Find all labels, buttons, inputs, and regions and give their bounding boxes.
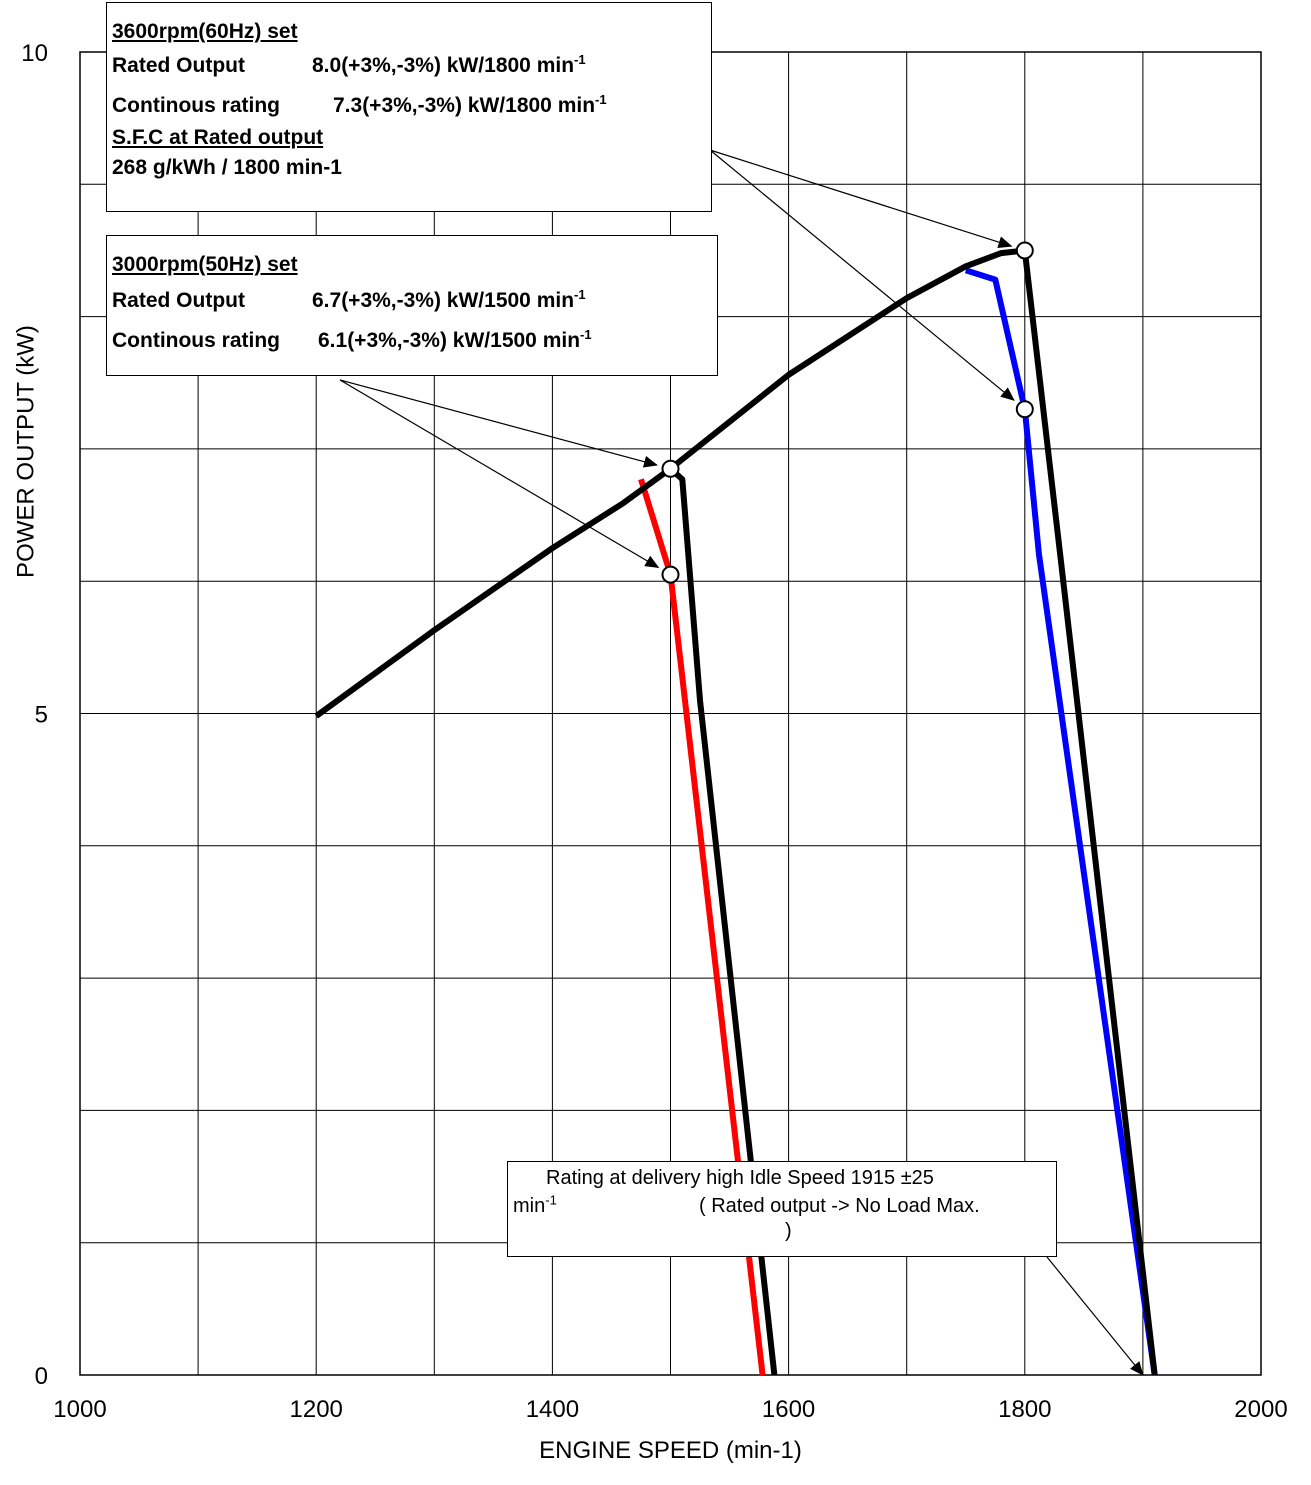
x-tick-label: 1200	[290, 1396, 343, 1423]
annotation-high-idle-line-1: Rating at delivery high Idle Speed 1915 …	[546, 1167, 934, 1189]
x-tick-label: 1800	[998, 1396, 1051, 1423]
annotation-50hz-title: 3000rpm(50Hz) set	[112, 253, 298, 276]
annotation-60hz-rated-output: Rated Output 8.0(+3%,-3%) kW/1800 min-1	[112, 53, 711, 79]
value: 6.1(+3%,-3%) kW/1500 min	[318, 329, 581, 352]
unit: min	[513, 1195, 546, 1217]
annotation-arrow	[709, 149, 1013, 248]
superscript: -1	[545, 1192, 557, 1208]
rated-point-marker	[1015, 400, 1034, 419]
annotation-50hz-rated-output: Rated Output 6.7(+3%,-3%) kW/1500 min-1	[112, 288, 717, 314]
annotation-high-idle-line-2: min-1 ( Rated output -> No Load Max.	[513, 1192, 1056, 1220]
rated-point-marker	[661, 565, 680, 584]
annotation-high-idle-box: Rating at delivery high Idle Speed 1915 …	[507, 1161, 1057, 1257]
x-axis-label: ENGINE SPEED (min-1)	[539, 1437, 802, 1464]
rated-point-markers	[661, 241, 1034, 584]
superscript: -1	[574, 287, 586, 302]
superscript: -1	[595, 92, 607, 107]
y-tick-labels: 0 5 10	[21, 40, 48, 1390]
superscript: -1	[580, 327, 592, 342]
text: ( Rated output -> No Load Max.	[699, 1195, 980, 1217]
x-tick-label: 2000	[1234, 1396, 1287, 1423]
series-line-0	[314, 247, 1158, 1376]
annotation-60hz-box: 3600rpm(60Hz) set Rated Output 8.0(+3%,-3…	[106, 2, 712, 212]
y-tick-label: 10	[21, 40, 48, 67]
x-tick-label: 1600	[762, 1396, 815, 1423]
annotation-60hz-title: 3600rpm(60Hz) set	[112, 20, 298, 43]
annotation-50hz-continuous-rating: Continous rating 6.1(+3%,-3%) kW/1500 min…	[112, 328, 717, 354]
annotation-50hz-box: 3000rpm(50Hz) set Rated Output 6.7(+3%,-3…	[106, 235, 718, 376]
annotation-high-idle-line-3: )	[785, 1220, 792, 1242]
value: 8.0(+3%,-3%) kW/1800 min	[312, 54, 575, 77]
x-tick-labels: 1000 1200 1400 1600 1800 2000	[53, 1396, 1287, 1423]
label: Continous rating	[112, 329, 280, 352]
annotation-arrow	[339, 379, 660, 569]
x-tick-label: 1000	[53, 1396, 106, 1423]
value: 6.7(+3%,-3%) kW/1500 min	[312, 289, 575, 312]
y-tick-label: 5	[35, 702, 48, 729]
rated-point-marker	[661, 459, 680, 478]
annotation-60hz-sfc-title: S.F.C at Rated output	[112, 126, 324, 149]
y-axis-label: POWER OUTPUT (kW)	[12, 325, 39, 578]
annotation-60hz-continuous-rating: Continous rating 7.3(+3%,-3%) kW/1800 min…	[112, 93, 711, 119]
x-tick-label: 1400	[526, 1396, 579, 1423]
label: Continous rating	[112, 94, 280, 117]
value: 7.3(+3%,-3%) kW/1800 min	[333, 94, 596, 117]
rated-point-marker	[1015, 241, 1034, 260]
annotation-arrow	[709, 149, 1015, 401]
annotation-60hz-sfc-value: 268 g/kWh / 1800 min-1	[112, 156, 342, 179]
label: Rated Output	[112, 289, 245, 312]
y-tick-label: 0	[35, 1363, 48, 1390]
superscript: -1	[574, 52, 586, 67]
annotation-arrows	[339, 149, 1144, 1376]
annotation-arrow	[1046, 1256, 1144, 1376]
annotation-arrow	[339, 379, 658, 468]
label: Rated Output	[112, 54, 245, 77]
